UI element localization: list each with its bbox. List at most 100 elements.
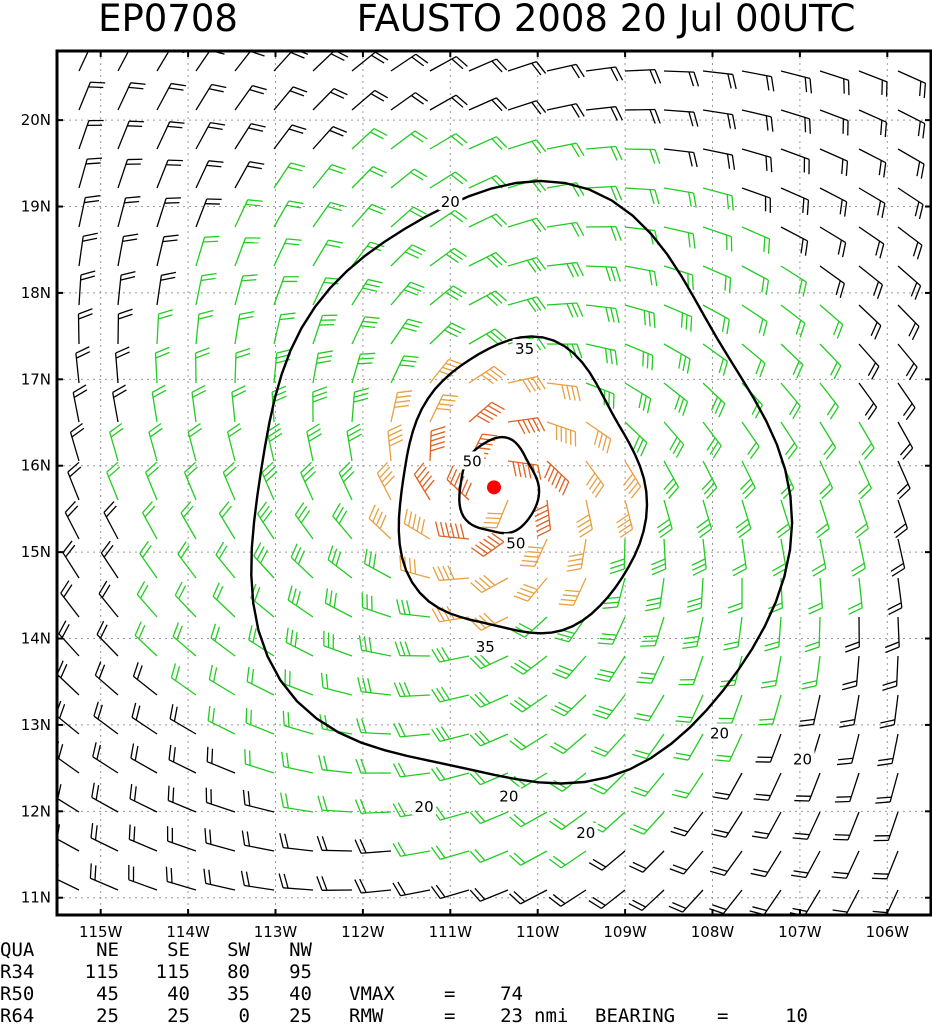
barb-flag bbox=[553, 742, 568, 751]
barb-flag bbox=[396, 599, 401, 614]
barb-flag bbox=[537, 417, 546, 432]
wind-barb bbox=[351, 352, 376, 384]
barb-flag bbox=[793, 870, 809, 874]
barb-flag bbox=[808, 602, 823, 610]
barb-flag bbox=[764, 646, 779, 652]
barb-flag bbox=[438, 403, 454, 407]
wind-barb bbox=[280, 792, 314, 813]
wind-barb bbox=[94, 661, 119, 696]
barb-flag bbox=[640, 672, 656, 675]
barb-flag bbox=[435, 845, 446, 859]
barb-flag bbox=[491, 99, 503, 112]
barb-flag bbox=[571, 385, 576, 401]
barb-shaft bbox=[468, 58, 497, 72]
wind-barb bbox=[364, 548, 392, 579]
barb-flag bbox=[469, 773, 481, 786]
barb-flag bbox=[388, 434, 403, 442]
barb-flag bbox=[615, 308, 620, 324]
barb-flag bbox=[570, 143, 580, 158]
barb-flag bbox=[555, 668, 570, 676]
barb-flag bbox=[388, 429, 403, 437]
wind-barb bbox=[241, 830, 275, 852]
barb-flag bbox=[118, 308, 133, 315]
wind-barb bbox=[566, 538, 587, 572]
barb-flag bbox=[669, 868, 684, 875]
barb-flag bbox=[78, 308, 93, 315]
barb-flag bbox=[809, 78, 813, 94]
barb-flag bbox=[841, 685, 857, 691]
barb-shaft bbox=[507, 217, 537, 228]
barb-flag bbox=[424, 479, 435, 492]
wind-barb bbox=[858, 421, 875, 460]
barb-flag bbox=[330, 201, 345, 208]
barb-flag bbox=[142, 545, 152, 558]
barb-flag bbox=[576, 343, 583, 359]
barb-flag bbox=[693, 152, 698, 168]
barb-flag bbox=[876, 284, 884, 300]
wind-barb bbox=[819, 460, 834, 500]
barb-flag bbox=[80, 270, 96, 276]
barb-flag bbox=[360, 758, 367, 774]
wind-barb bbox=[210, 623, 236, 657]
barb-flag bbox=[722, 361, 729, 376]
barb-flag bbox=[599, 669, 615, 674]
barb-flag bbox=[103, 501, 115, 513]
wind-barb bbox=[429, 358, 463, 384]
rmw-label: RMW bbox=[349, 1005, 384, 1025]
wind-barb bbox=[663, 421, 685, 458]
barb-flag bbox=[753, 868, 769, 873]
barb-flag bbox=[618, 523, 632, 534]
barb-flag bbox=[675, 720, 691, 723]
barb-flag bbox=[873, 872, 889, 875]
wind-barb bbox=[390, 130, 428, 150]
wind-barb bbox=[429, 171, 468, 189]
y-tick-label: 13N bbox=[21, 716, 51, 734]
wind-barb bbox=[819, 226, 847, 258]
wind-barb bbox=[550, 694, 587, 717]
barb-flag bbox=[469, 695, 482, 708]
wind-barb bbox=[546, 103, 585, 118]
barb-flag bbox=[856, 528, 869, 539]
barb-flag bbox=[145, 461, 158, 473]
y-tick-label: 19N bbox=[21, 198, 51, 216]
table-cell: 115 bbox=[156, 961, 190, 983]
barb-flag bbox=[87, 157, 103, 160]
barb-flag bbox=[132, 662, 139, 677]
wind-barb bbox=[429, 209, 468, 228]
barb-flag bbox=[654, 69, 662, 84]
x-tick-label: 110W bbox=[516, 923, 560, 941]
wind-barb bbox=[131, 702, 158, 735]
wind-barb bbox=[222, 461, 237, 501]
barb-flag bbox=[177, 541, 187, 555]
barb-flag bbox=[615, 267, 621, 282]
barb-flag bbox=[131, 702, 137, 718]
barb-flag bbox=[517, 420, 526, 435]
barb-flag bbox=[902, 447, 914, 460]
wind-barb bbox=[351, 166, 387, 189]
wind-barb bbox=[780, 304, 806, 338]
wind-barb bbox=[468, 401, 505, 424]
barb-flag bbox=[57, 744, 64, 759]
wind-barb bbox=[741, 226, 771, 254]
barb-flag bbox=[269, 432, 283, 443]
barb-flag bbox=[560, 598, 576, 602]
barb-flag bbox=[290, 162, 306, 168]
barb-flag bbox=[871, 877, 887, 880]
barb-flag bbox=[737, 523, 750, 534]
barb-flag bbox=[106, 461, 119, 473]
barb-flag bbox=[764, 641, 780, 647]
wind-barb bbox=[468, 213, 508, 228]
barb-flag bbox=[742, 482, 754, 495]
barb-flag bbox=[599, 637, 615, 641]
barb-flag bbox=[257, 501, 268, 515]
wind-barb bbox=[735, 499, 752, 539]
barb-flag bbox=[571, 262, 579, 277]
wind-barb bbox=[830, 889, 860, 915]
barb-flag bbox=[731, 114, 737, 130]
barb-flag bbox=[474, 732, 486, 745]
barb-flag bbox=[699, 528, 712, 539]
barb-flag bbox=[353, 397, 369, 403]
barb-flag bbox=[297, 506, 308, 520]
barb-flag bbox=[884, 122, 888, 138]
wind-barb bbox=[351, 51, 389, 72]
